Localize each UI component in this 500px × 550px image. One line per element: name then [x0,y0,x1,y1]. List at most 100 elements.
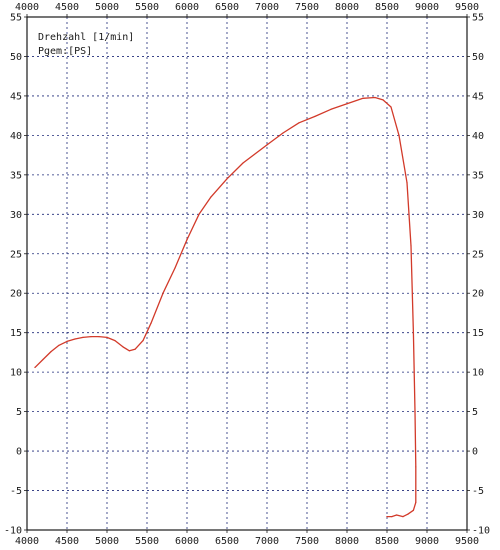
y-tick-label-left: 35 [10,170,22,181]
x-tick-label-bottom: 7000 [255,536,279,547]
data-point [106,336,108,338]
x-tick-label-top: 4500 [55,2,79,13]
data-point [198,213,200,215]
data-point [74,338,76,340]
tick-labels-layer: 4000400045004500500050005500550060006000… [4,2,490,547]
data-point [50,351,52,353]
data-point [415,501,417,503]
x-tick-label-bottom: 6500 [215,536,239,547]
y-tick-label-right: 30 [472,210,484,221]
y-tick-label-left: 40 [10,131,22,142]
data-point [390,106,392,108]
y-tick-label-left: 15 [10,328,22,339]
data-point [114,340,116,342]
data-point [374,96,376,99]
x-tick-label-top: 8000 [335,2,359,13]
x-tick-label-top: 5000 [95,2,119,13]
data-point [398,134,400,136]
x-tick-label-top: 4000 [15,2,39,13]
data-point [406,182,408,184]
x-tick-label-bottom: 5000 [95,536,119,547]
data-point [396,514,398,516]
data-point [412,509,414,511]
ticks-layer [24,14,470,533]
data-point [226,178,228,180]
data-point [415,466,417,468]
data-point [391,516,393,518]
data-point [407,513,409,515]
y-tick-label-left: 50 [10,52,22,63]
y-tick-label-right: 45 [472,91,484,102]
data-point [242,162,244,164]
grid-layer [27,17,467,530]
data-point [174,267,176,269]
data-point [386,516,388,518]
data-point [382,99,384,101]
data-point [210,196,212,198]
data-point [58,344,60,346]
y-tick-label-left: 25 [10,249,22,260]
data-point [266,144,268,146]
data-point [314,115,316,117]
y-tick-label-right: 50 [472,52,484,63]
y-tick-label-left: 45 [10,91,22,102]
data-point [150,322,152,324]
y-tick-label-left: 10 [10,368,22,379]
x-tick-label-bottom: 9500 [455,536,479,547]
y-tick-label-right: -10 [472,526,490,537]
y-tick-label-left: 5 [16,407,22,418]
x-tick-label-top: 5500 [135,2,159,13]
x-tick-label-bottom: 9000 [415,536,439,547]
legend: Drehzahl [1/min] Pgem:[PS] [38,32,134,57]
x-tick-label-top: 9000 [415,2,439,13]
y-tick-label-right: 35 [472,170,484,181]
x-tick-label-bottom: 5500 [135,536,159,547]
data-point [90,336,92,338]
data-point [414,411,416,413]
y-tick-label-right: 5 [472,407,478,418]
x-tick-label-bottom: 8000 [335,536,359,547]
data-point [128,350,130,352]
legend-entry-power: Pgem:[PS] [38,46,92,57]
y-tick-label-left: 30 [10,210,22,221]
y-tick-label-left: -5 [10,486,22,497]
x-tick-label-bottom: 8500 [375,536,399,547]
data-point [362,97,364,99]
data-point [142,340,144,342]
series-layer [34,96,417,518]
data-point [42,358,44,361]
x-tick-label-top: 6500 [215,2,239,13]
x-tick-label-top: 8500 [375,2,399,13]
data-point [134,348,136,350]
data-point [162,292,164,294]
x-tick-label-top: 7000 [255,2,279,13]
x-tick-label-bottom: 4000 [15,536,39,547]
data-point [402,516,404,518]
data-point [186,239,188,241]
data-point [412,332,414,334]
data-point [330,108,332,110]
y-tick-label-right: 40 [472,131,484,142]
data-point [298,122,300,124]
data-point [282,132,284,134]
y-tick-label-right: 55 [472,13,484,24]
x-tick-label-top: 6000 [175,2,199,13]
data-point [34,366,36,368]
x-tick-label-bottom: 6000 [175,536,199,547]
plot-frame [26,16,468,531]
y-tick-label-left: 55 [10,13,22,24]
data-point [66,340,68,342]
x-tick-label-bottom: 7500 [295,536,319,547]
data-point [346,103,348,105]
series-line-power [34,96,417,518]
y-tick-label-right: 0 [472,447,478,458]
x-tick-label-top: 9500 [455,2,479,13]
legend-entry-rpm: Drehzahl [1/min] [38,32,134,43]
y-tick-label-right: 20 [472,289,484,300]
data-point [98,336,100,338]
y-tick-label-left: -10 [4,526,22,537]
y-tick-label-right: -5 [472,486,484,497]
